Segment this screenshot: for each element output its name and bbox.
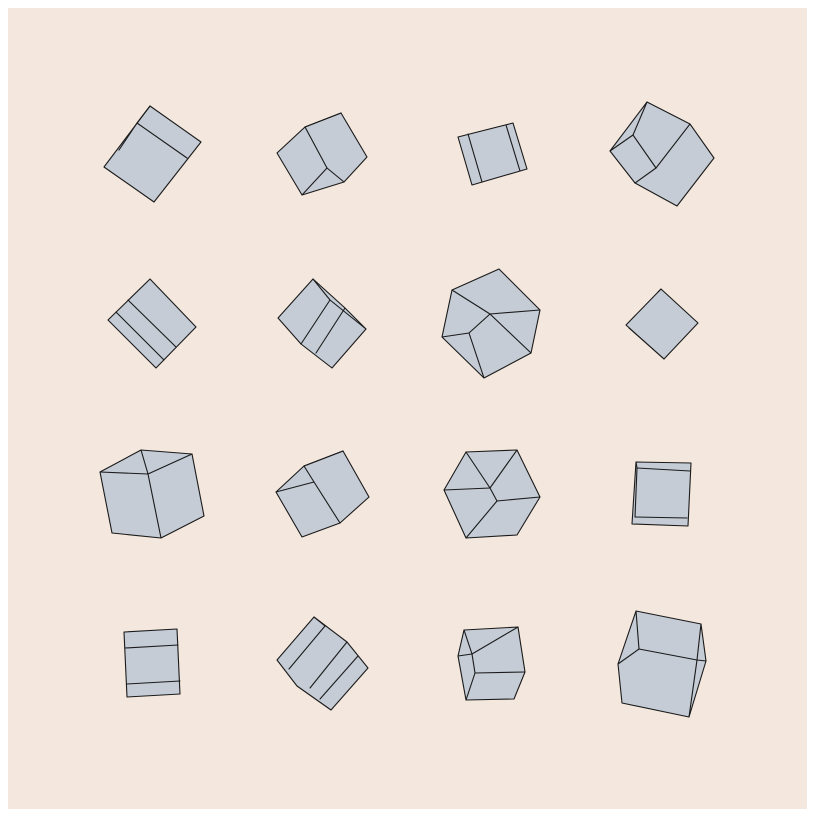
cube-r2-c1 — [107, 278, 197, 369]
cube-r4-c4 — [617, 610, 707, 718]
cube-r2-c2 — [277, 278, 367, 369]
cube-r3-c3 — [443, 449, 541, 539]
cube-r4-c2 — [276, 616, 369, 711]
cube-r1-c4 — [609, 101, 715, 207]
cube-r3-c2 — [275, 450, 370, 538]
cube-r1-c1 — [103, 105, 202, 203]
cube-r4-c3 — [457, 626, 526, 701]
cube-r3-c1 — [99, 449, 205, 539]
cube-r2-c3 — [441, 268, 541, 379]
cube-r2-c4 — [625, 288, 699, 360]
cube-r1-c2 — [276, 112, 368, 196]
cube-r4-c1 — [123, 628, 181, 698]
cube-r1-c3 — [457, 122, 528, 186]
cube-r3-c4 — [631, 461, 692, 527]
